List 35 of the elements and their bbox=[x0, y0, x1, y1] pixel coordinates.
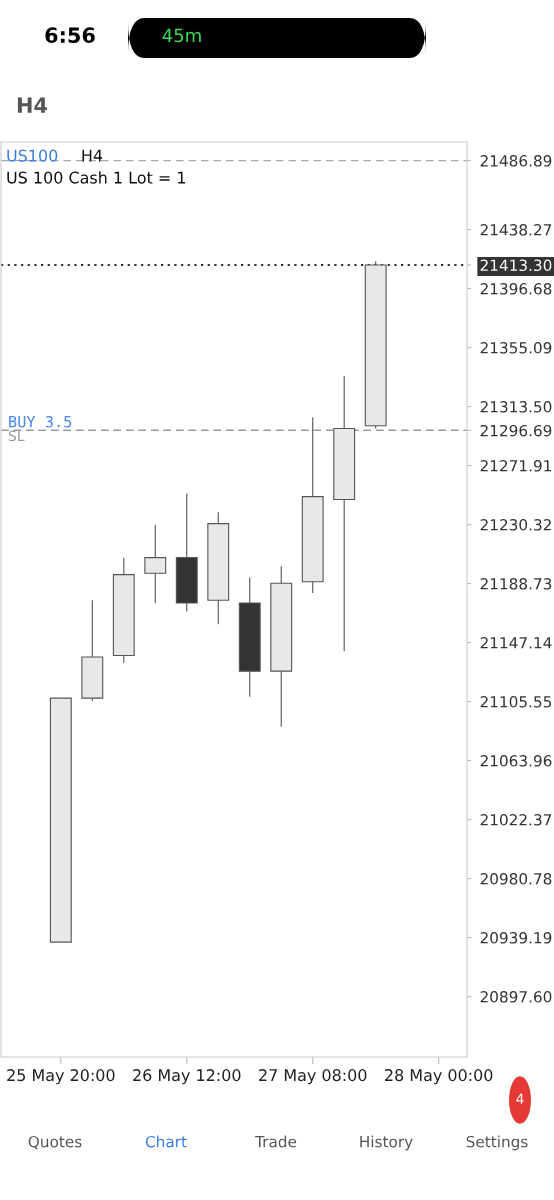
ref-line-label: BUY 3.5 bbox=[9, 415, 72, 428]
text: 4 bbox=[516, 1093, 524, 1104]
y-tick-label: 20939.19 bbox=[480, 932, 552, 944]
annotation: H4 bbox=[82, 149, 103, 162]
y-tick-label: 20897.60 bbox=[480, 991, 552, 1003]
ref-line-label: SL bbox=[8, 430, 25, 442]
y-tick-label: 21188.73 bbox=[480, 578, 552, 590]
x-tick-label: 28 May 00:00 bbox=[385, 1069, 493, 1085]
chart-title: US100 bbox=[7, 149, 58, 162]
y-tick-label: 21105.55 bbox=[480, 696, 552, 708]
x-tick-label: 26 May 12:00 bbox=[133, 1069, 241, 1085]
y-tick-label: 21438.27 bbox=[480, 224, 552, 236]
y-tick-label: 21063.96 bbox=[480, 755, 552, 767]
y-tick-label: 21271.91 bbox=[480, 460, 551, 472]
x-tick-label: 25 May 20:00 bbox=[7, 1069, 115, 1085]
y-tick-label: 21147.14 bbox=[480, 637, 552, 649]
y-tick-label: 21296.69 bbox=[480, 424, 552, 437]
text: Quotes bbox=[28, 1135, 82, 1150]
y-tick-label: 20980.78 bbox=[480, 873, 552, 885]
y-tick-label: 21230.32 bbox=[480, 519, 551, 531]
text: US 100 Cash 1 Lot = 1 bbox=[7, 171, 186, 184]
y-tick-label: 21396.68 bbox=[480, 283, 552, 295]
text: H4 bbox=[17, 97, 48, 113]
y-tick-label: 21486.89 bbox=[480, 155, 552, 167]
y-tick-label: 21355.09 bbox=[480, 342, 552, 354]
text: Settings bbox=[466, 1135, 528, 1151]
y-tick-label: 21413.30 bbox=[480, 259, 552, 272]
text: History bbox=[360, 1135, 413, 1151]
text: 6:56 bbox=[45, 27, 95, 44]
x-tick-label: 27 May 08:00 bbox=[259, 1069, 367, 1085]
y-tick-label: 21022.37 bbox=[480, 814, 552, 826]
y-tick-label: 21313.50 bbox=[480, 401, 552, 413]
text: 45m bbox=[162, 28, 201, 43]
text: Trade bbox=[255, 1135, 297, 1148]
text: Chart bbox=[145, 1135, 187, 1148]
